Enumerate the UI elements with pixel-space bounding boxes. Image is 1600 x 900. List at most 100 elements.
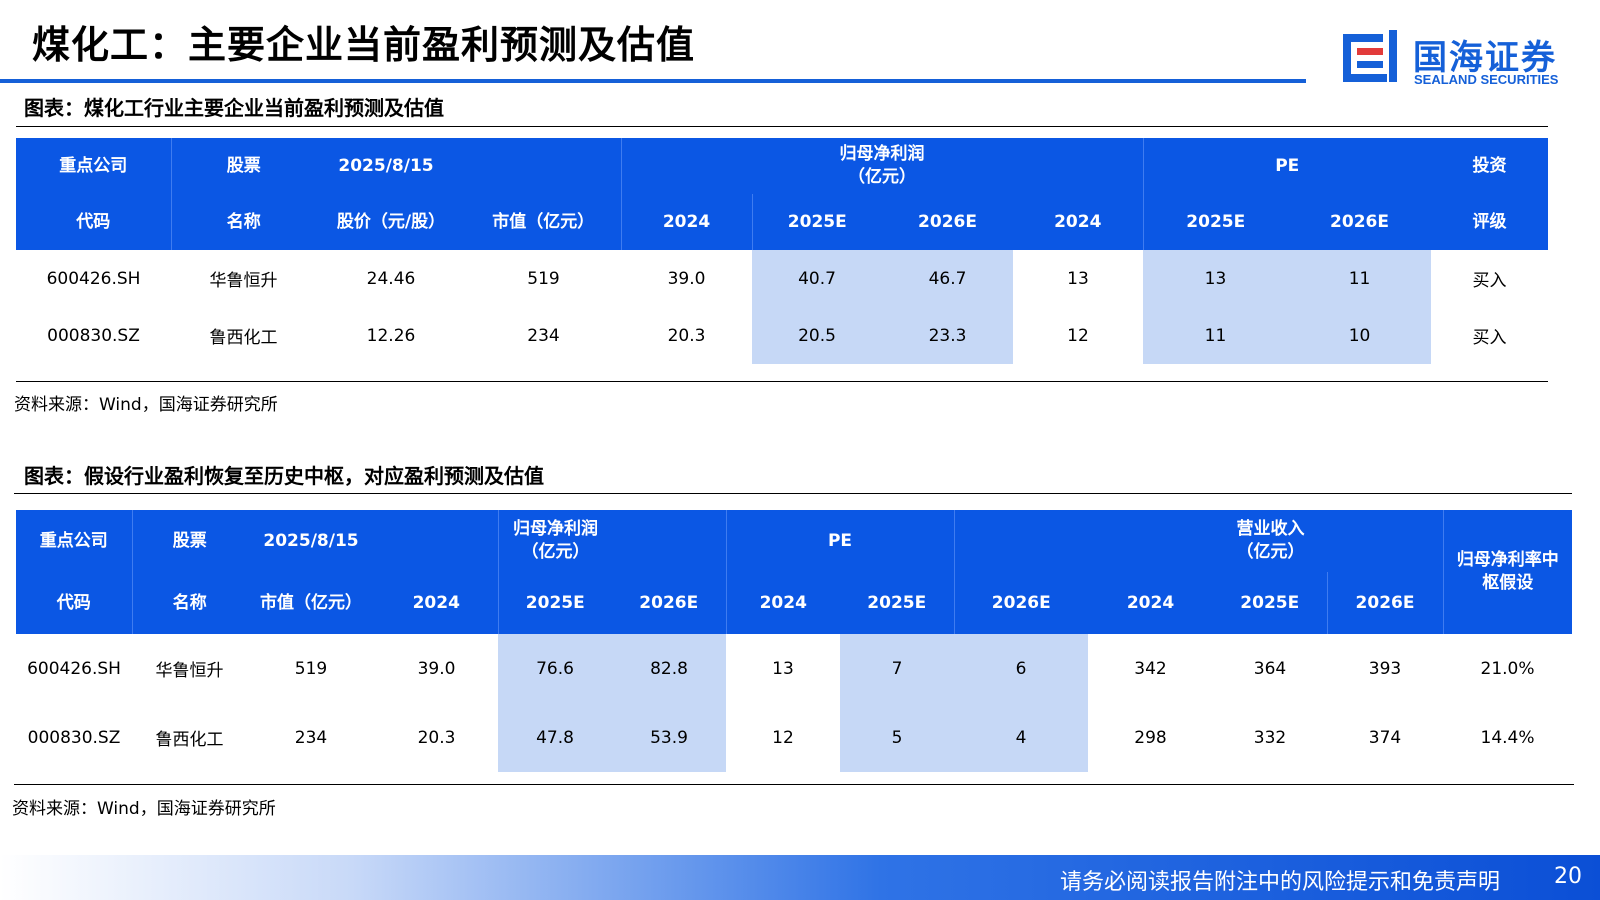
- t1-h2-pe-2024: 2024: [1013, 194, 1144, 250]
- table1: 重点公司 股票 2025/8/15 归母净利润 （亿元） PE 投资 代码 名称…: [16, 138, 1549, 364]
- t1-h-stock: 股票: [171, 138, 316, 194]
- t2-h2-np-2024: 2024: [375, 572, 499, 634]
- table1-source: 资料来源：Wind，国海证券研究所: [14, 395, 278, 415]
- t2-r2-mktcap: 234: [247, 703, 375, 772]
- table-row: 600426.SH 华鲁恒升 519 39.0 76.6 82.8 13 7 6…: [16, 634, 1573, 703]
- t2-h-company: 重点公司: [16, 510, 133, 572]
- t1-r1-np-2026e: 46.7: [882, 250, 1013, 307]
- t1-r2-mktcap: 234: [466, 307, 621, 364]
- t2-r2-pe-2024: 12: [726, 703, 840, 772]
- t2-h-revenue: 营业收入 （亿元）: [953, 510, 1444, 572]
- t1-h2-pe-2026e: 2026E: [1288, 194, 1432, 250]
- table2: 重点公司 股票 2025/8/15 归母净利润 （亿元） PE 营业收入 （亿元…: [16, 510, 1573, 772]
- t2-h2-pe-2026e: 2026E: [954, 572, 1089, 634]
- t1-r1-pe-2025e: 13: [1143, 250, 1288, 307]
- t1-h-date: 2025/8/15: [316, 138, 621, 194]
- t1-h2-code: 代码: [16, 194, 172, 250]
- t1-r1-code: 600426.SH: [16, 250, 171, 307]
- t1-h2-rating: 评级: [1431, 194, 1549, 250]
- t1-r1-rating: 买入: [1431, 250, 1549, 307]
- t2-r2-pe-2026e: 4: [954, 703, 1089, 772]
- t2-h-margin-assumption: 归母净利率中 枢假设: [1442, 510, 1573, 634]
- t1-h2-mktcap: 市值（亿元）: [466, 194, 622, 250]
- t1-r2-pe-2025e: 11: [1143, 307, 1288, 364]
- t1-r1-np-2024: 39.0: [621, 250, 752, 307]
- table1-top-rule: [16, 126, 1548, 127]
- t1-r1-np-2025e: 40.7: [752, 250, 882, 307]
- t1-r1-pe-2024: 13: [1013, 250, 1143, 307]
- table2-header-row-1: 重点公司 股票 2025/8/15 归母净利润 （亿元） PE 营业收入 （亿元…: [16, 510, 1573, 634]
- t1-h2-price: 股价（元/股）: [316, 194, 466, 250]
- footer-bar: 请务必阅读报告附注中的风险提示和免责声明 20: [0, 855, 1600, 900]
- t2-r2-rev-2025e: 332: [1213, 703, 1328, 772]
- t2-h2-rev-2026e: 2026E: [1327, 572, 1444, 634]
- t2-h2-mktcap: 市值（亿元）: [247, 572, 375, 634]
- t2-r2-rev-2024: 298: [1088, 703, 1214, 772]
- logo-en-text: SEALAND SECURITIES: [1414, 72, 1559, 87]
- t2-h2-rev-2024: 2024: [1088, 572, 1214, 634]
- t2-r1-rev-2025e: 364: [1213, 634, 1328, 703]
- table1-bottom-rule: [16, 381, 1548, 382]
- t1-r1-name: 华鲁恒升: [171, 250, 316, 307]
- table2-bottom-rule: [14, 784, 1574, 785]
- t2-h2-np-2025e: 2025E: [498, 572, 612, 634]
- t2-h-pe: PE: [725, 510, 955, 572]
- t1-r2-np-2026e: 23.3: [882, 307, 1013, 364]
- t1-h2-np-2025e: 2025E: [752, 194, 882, 250]
- t2-h2-pe-2025e: 2025E: [840, 572, 955, 634]
- t2-r1-rev-2024: 342: [1088, 634, 1214, 703]
- t1-h2-pe-2025e: 2025E: [1143, 194, 1288, 250]
- table-row: 000830.SZ 鲁西化工 12.26 234 20.3 20.5 23.3 …: [16, 307, 1549, 364]
- t1-h2-np-2024: 2024: [621, 194, 753, 250]
- table2-top-rule: [14, 493, 1572, 494]
- t2-h-netprofit: 归母净利润 （亿元）: [497, 510, 726, 572]
- t2-r2-pe-2025e: 5: [840, 703, 955, 772]
- page-number: 20: [1554, 864, 1582, 889]
- t1-r2-code: 000830.SZ: [16, 307, 171, 364]
- logo-cn-text: 国海证券: [1413, 38, 1557, 78]
- t2-r1-code: 600426.SH: [16, 634, 132, 703]
- t2-r2-rev-2026e: 374: [1327, 703, 1444, 772]
- t1-r2-np-2024: 20.3: [621, 307, 752, 364]
- t2-r1-np-2024: 39.0: [375, 634, 498, 703]
- t2-h-stock: 股票: [132, 510, 247, 572]
- t1-r2-np-2025e: 20.5: [752, 307, 882, 364]
- t2-r1-rev-2026e: 393: [1327, 634, 1444, 703]
- t2-h2-rev-2025e: 2025E: [1213, 572, 1328, 634]
- t2-r2-code: 000830.SZ: [16, 703, 132, 772]
- t1-h-company: 重点公司: [16, 138, 172, 194]
- t2-r1-margin: 21.0%: [1443, 634, 1573, 703]
- t1-h2-name: 名称: [171, 194, 316, 250]
- t2-r1-name: 华鲁恒升: [132, 634, 247, 703]
- table2-source: 资料来源：Wind，国海证券研究所: [12, 799, 276, 819]
- t1-h2-np-2026e: 2026E: [882, 194, 1013, 250]
- t1-h-pe: PE: [1142, 138, 1432, 194]
- t1-h-rating-1: 投资: [1431, 138, 1549, 194]
- company-logo: 国海证券 SEALAND SECURITIES: [1343, 28, 1573, 90]
- table1-header-row-1: 重点公司 股票 2025/8/15 归母净利润 （亿元） PE 投资: [16, 138, 1549, 194]
- t2-r2-np-2025e: 47.8: [498, 703, 612, 772]
- table-row: 000830.SZ 鲁西化工 234 20.3 47.8 53.9 12 5 4…: [16, 703, 1573, 772]
- t2-r2-name: 鲁西化工: [132, 703, 247, 772]
- footer-disclaimer: 请务必阅读报告附注中的风险提示和免责声明: [1059, 870, 1500, 895]
- sealand-logo-icon: [1343, 30, 1397, 82]
- t1-r2-pe-2024: 12: [1013, 307, 1143, 364]
- t1-r1-price: 24.46: [316, 250, 466, 307]
- t2-r1-pe-2026e: 6: [954, 634, 1089, 703]
- table2-header-row-2: 代码 名称 市值（亿元） 2024 2025E 2026E 2024 2025E…: [16, 572, 1572, 634]
- t1-h-netprofit: 归母净利润 （亿元）: [620, 138, 1143, 194]
- t2-r1-pe-2024: 13: [726, 634, 840, 703]
- title-underline: [0, 79, 1306, 83]
- t2-r1-pe-2025e: 7: [840, 634, 955, 703]
- t2-r1-np-2025e: 76.6: [498, 634, 612, 703]
- t2-h2-np-2026e: 2026E: [612, 572, 727, 634]
- t2-r1-mktcap: 519: [247, 634, 375, 703]
- table-row: 600426.SH 华鲁恒升 24.46 519 39.0 40.7 46.7 …: [16, 250, 1549, 307]
- t2-r2-margin: 14.4%: [1443, 703, 1573, 772]
- t1-r1-pe-2026e: 11: [1288, 250, 1432, 307]
- t1-r1-mktcap: 519: [466, 250, 621, 307]
- t2-r2-np-2024: 20.3: [375, 703, 498, 772]
- t2-h2-code: 代码: [16, 572, 133, 634]
- t2-h2-name: 名称: [132, 572, 247, 634]
- t2-h2-pe-2024: 2024: [726, 572, 840, 634]
